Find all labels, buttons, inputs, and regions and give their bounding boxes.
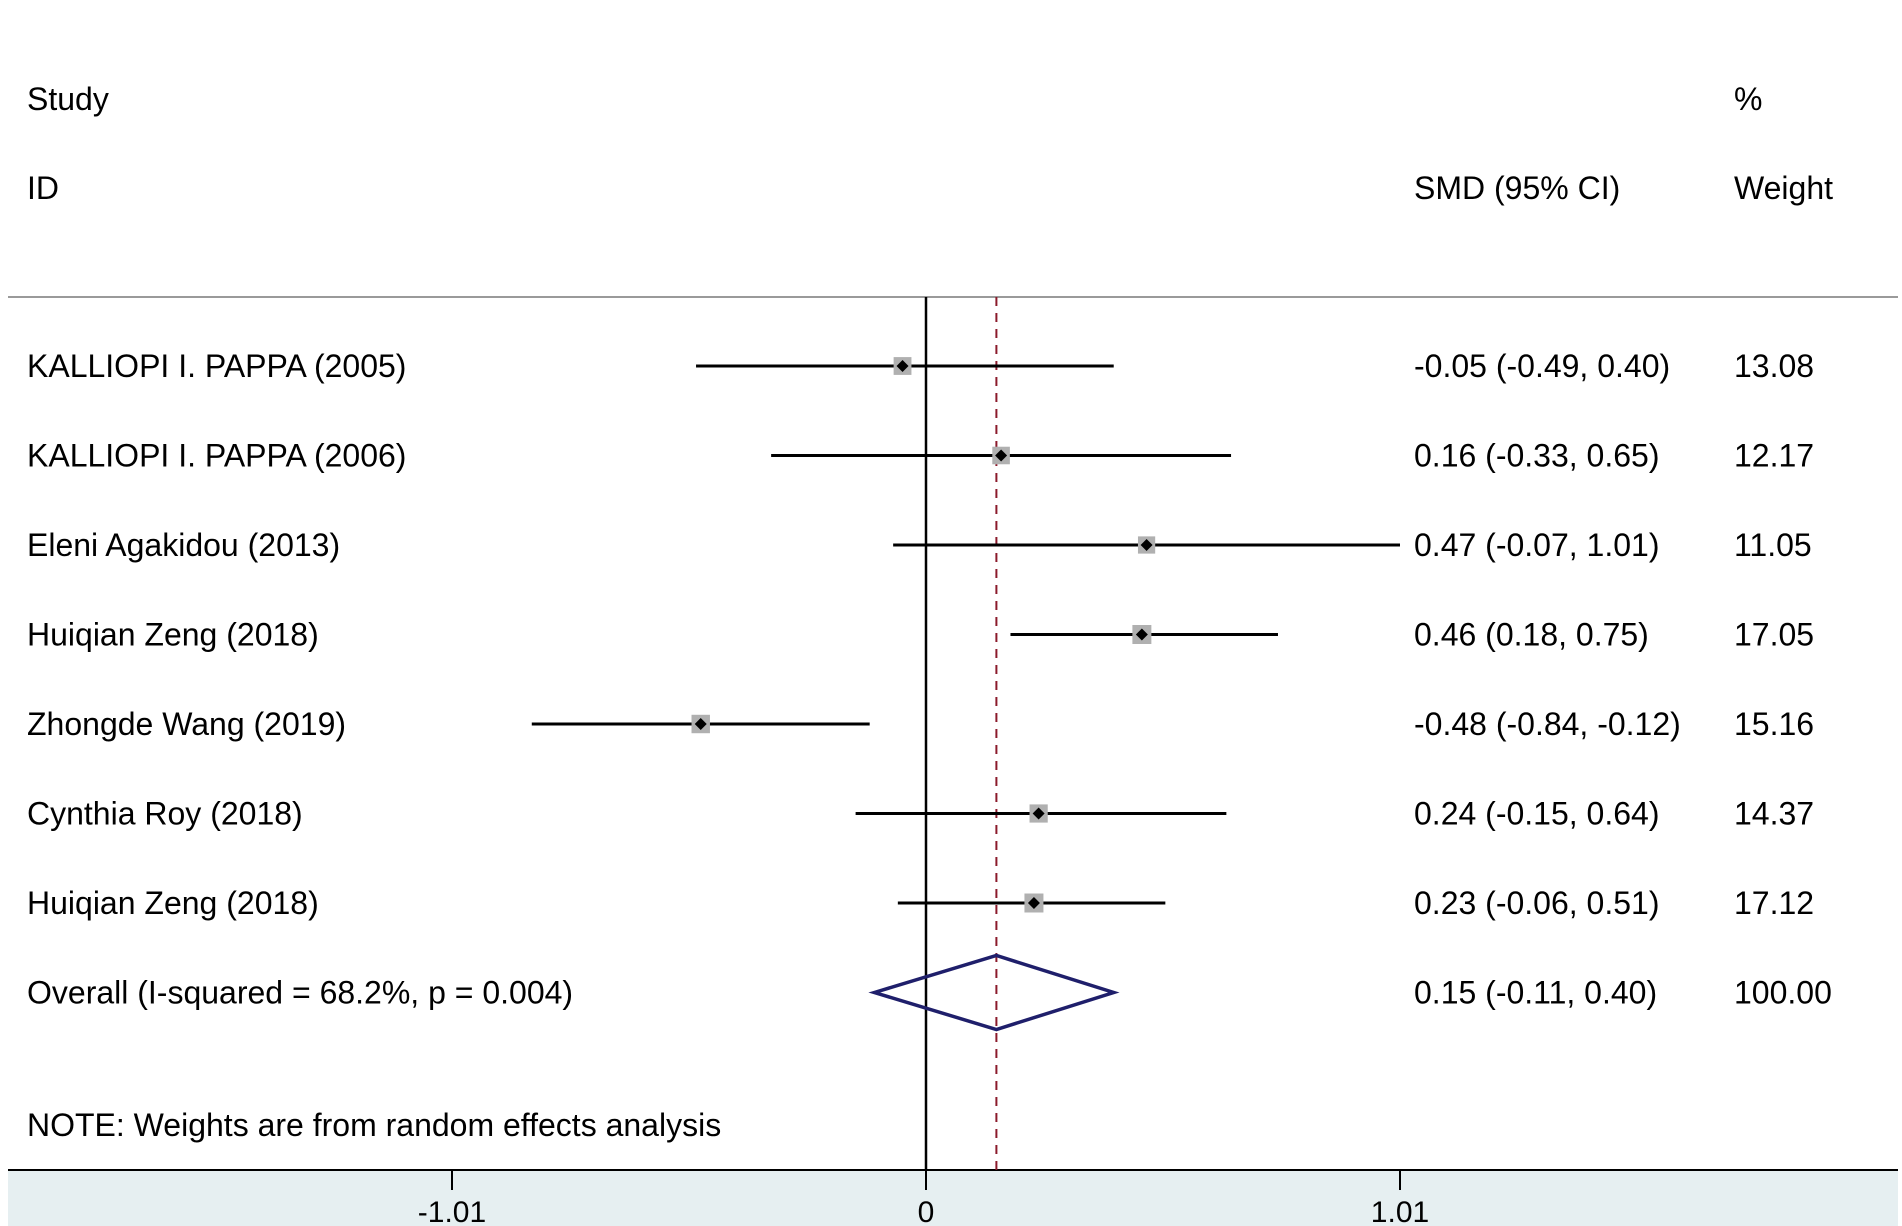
study-row: Eleni Agakidou (2013) 0.47 (-0.07, 1.01) 1… [27, 527, 1812, 563]
overall-label: Overall (I-squared = 68.2%, p = 0.004) [27, 975, 573, 1011]
header-study: Study [27, 81, 109, 117]
ci-value: 0.16 (-0.33, 0.65) [1414, 438, 1659, 474]
study-row: KALLIOPI I. PAPPA (2005) -0.05 (-0.49, 0.… [27, 348, 1814, 384]
study-rows: KALLIOPI I. PAPPA (2005) -0.05 (-0.49, 0.… [27, 348, 1832, 1032]
weight-value: 17.12 [1734, 885, 1814, 921]
study-label: Cynthia Roy (2018) [27, 796, 303, 832]
overall-weight-value: 100.00 [1734, 975, 1832, 1011]
overall-row: Overall (I-squared = 68.2%, p = 0.004) 0.… [27, 953, 1832, 1032]
point-estimate [896, 360, 909, 372]
study-row: Huiqian Zeng (2018) 0.46 (0.18, 0.75) 17.0… [27, 617, 1814, 653]
tick-label: 0 [918, 1196, 935, 1226]
study-row: Cynthia Roy (2018) 0.24 (-0.15, 0.64) 14.3… [27, 796, 1814, 832]
point-estimate [1135, 628, 1148, 641]
weight-value: 11.05 [1734, 527, 1812, 563]
ci-value: 0.46 (0.18, 0.75) [1414, 617, 1649, 653]
point-estimate [1140, 539, 1153, 551]
ci-value: -0.05 (-0.49, 0.40) [1414, 348, 1670, 384]
weight-value: 13.08 [1734, 348, 1814, 384]
tick-label: 1.01 [1371, 1196, 1429, 1226]
ci-value: 0.47 (-0.07, 1.01) [1414, 527, 1659, 563]
tick-label: -1.01 [418, 1196, 486, 1226]
study-row: Zhongde Wang (2019) -0.48 (-0.84, -0.12) 1… [27, 706, 1814, 742]
study-row: KALLIOPI I. PAPPA (2006) 0.16 (-0.33, 0.6… [27, 438, 1814, 474]
weight-value: 17.05 [1734, 617, 1814, 653]
ci-value: -0.48 (-0.84, -0.12) [1414, 706, 1681, 742]
point-estimate [694, 718, 707, 730]
ci-value: 0.23 (-0.06, 0.51) [1414, 885, 1659, 921]
study-label: KALLIOPI I. PAPPA (2005) [27, 348, 406, 384]
study-row: Huiqian Zeng (2018) 0.23 (-0.06, 0.51) 17.… [27, 885, 1814, 921]
weight-value: 14.37 [1734, 796, 1814, 832]
overall-diamond [868, 953, 1120, 1032]
weight-value: 15.16 [1734, 706, 1814, 742]
study-label: KALLIOPI I. PAPPA (2006) [27, 438, 406, 474]
header-smd: SMD (95% CI) [1414, 170, 1620, 206]
header-id: ID [27, 170, 59, 206]
axis-band [8, 1170, 1898, 1226]
header-percent: % [1734, 81, 1762, 117]
x-axis-ticks: -1.01 0 1.01 [418, 1170, 1429, 1226]
point-estimate [1027, 897, 1040, 909]
study-label: Eleni Agakidou (2013) [27, 527, 340, 563]
point-estimate [995, 449, 1008, 462]
study-label: Zhongde Wang (2019) [27, 706, 346, 742]
study-label: Huiqian Zeng (2018) [27, 617, 319, 653]
overall-ci-value: 0.15 (-0.11, 0.40) [1414, 975, 1657, 1011]
header-weight: Weight [1734, 170, 1833, 206]
ci-value: 0.24 (-0.15, 0.64) [1414, 796, 1659, 832]
weight-value: 12.17 [1734, 438, 1814, 474]
point-estimate [1032, 807, 1045, 820]
footnote: NOTE: Weights are from random effects an… [27, 1107, 721, 1143]
study-label: Huiqian Zeng (2018) [27, 885, 319, 921]
